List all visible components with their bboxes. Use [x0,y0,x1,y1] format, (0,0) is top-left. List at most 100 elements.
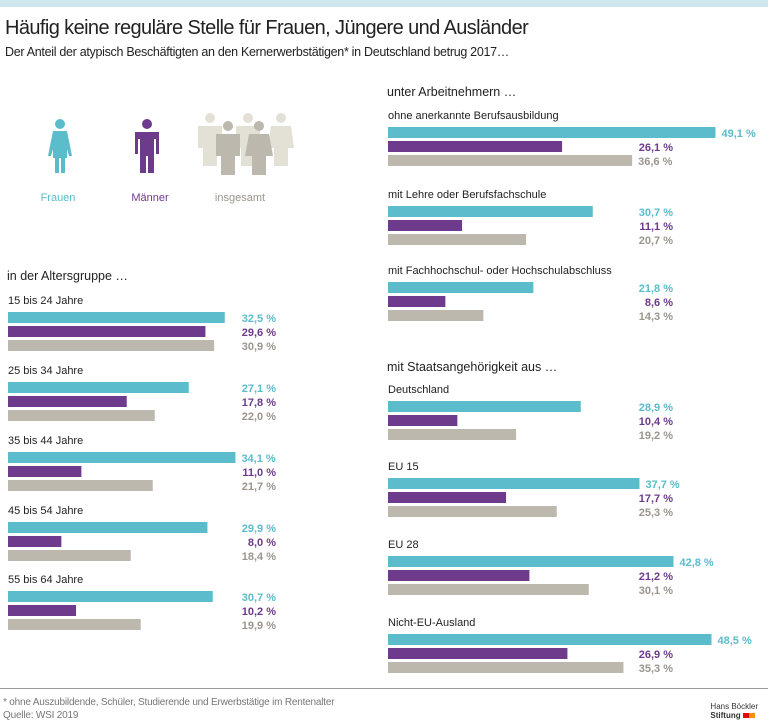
bar-männer [388,648,568,659]
bar-insgesamt [388,155,633,166]
bar-frauen [388,401,581,412]
bar-insgesamt [8,619,141,630]
chart-canvas: Frauen Männer insgesamt in der Altersgru… [7,85,756,675]
top-bar [0,0,768,7]
legend-label-frauen: Frauen [41,192,76,204]
category-label: ohne anerkannte Berufsausbildung [388,110,559,122]
logo-text-line1: Hans Böckler [710,702,758,711]
value-label: 34,1 % [241,453,275,465]
bar-groups: in der Altersgruppe … 15 bis 24 Jahre 32,5… [7,85,756,675]
bar-insgesamt [8,550,131,561]
hans-boeckler-logo: Hans Böckler Stiftung [710,702,758,720]
bar-insgesamt [8,410,155,421]
value-label: 28,9 % [639,402,673,414]
value-label: 11,1 % [639,221,673,233]
bar-frauen [8,382,189,393]
bar-frauen [388,556,674,567]
category-label: mit Lehre oder Berufsfachschule [388,189,546,201]
value-label: 20,7 % [639,235,673,247]
bar-männer [8,326,206,337]
chart-panel-2: mit Staatsangehörigkeit aus … Deutschland… [387,360,752,675]
bar-männer [388,415,458,426]
value-label: 37,7 % [645,479,679,491]
category-label: Deutschland [388,384,449,396]
category-group: Deutschland 28,9 % 10,4 % 19,2 % [388,384,673,442]
legend-label-maenner: Männer [131,192,169,204]
value-label: 10,2 % [242,606,276,618]
panel-title: unter Arbeitnehmern … [387,85,516,99]
value-label: 30,9 % [242,341,276,353]
category-group: 55 bis 64 Jahre 30,7 % 10,2 % 19,9 % [8,574,276,632]
category-label: 35 bis 44 Jahre [8,435,83,447]
category-group: mit Fachhochschul- oder Hochschulabschlu… [388,265,673,323]
bar-frauen [388,478,640,489]
value-label: 42,8 % [679,557,713,569]
category-label: Nicht-EU-Ausland [388,617,475,629]
value-label: 26,1 % [639,142,673,154]
value-label: 30,7 % [639,207,673,219]
bar-insgesamt [388,662,624,673]
page-title: Häufig keine reguläre Stelle für Frauen,… [5,17,529,39]
value-label: 49,1 % [721,128,755,140]
bar-männer [388,296,446,307]
bar-männer [388,141,563,152]
value-label: 30,7 % [242,592,276,604]
category-label: 45 bis 54 Jahre [8,505,83,517]
value-label: 29,9 % [242,523,276,535]
bar-insgesamt [388,429,517,440]
value-label: 25,3 % [639,507,673,519]
category-label: 15 bis 24 Jahre [8,295,83,307]
bar-männer [8,466,82,477]
bar-frauen [8,452,236,463]
category-group: ohne anerkannte Berufsausbildung 49,1 % 26… [388,110,756,168]
subtitle: Der Anteil der atypisch Beschäftigten an… [5,45,509,59]
value-label: 8,0 % [248,537,276,549]
value-label: 21,8 % [639,283,673,295]
value-label: 19,2 % [639,430,673,442]
bar-insgesamt [388,310,484,321]
category-group: EU 15 37,7 % 17,7 % 25,3 % [388,461,680,519]
panel-title: in der Altersgruppe … [7,269,128,283]
bar-insgesamt [8,480,153,491]
value-label: 17,8 % [242,397,276,409]
value-label: 18,4 % [242,551,276,563]
category-label: EU 15 [388,461,419,473]
bar-frauen [388,282,534,293]
footer-divider [0,688,768,689]
bar-männer [8,396,127,407]
value-label: 48,5 % [717,635,751,647]
bar-frauen [8,312,225,323]
category-label: 55 bis 64 Jahre [8,574,83,586]
value-label: 29,6 % [242,327,276,339]
bar-männer [8,536,62,547]
chart-panel-1: unter Arbeitnehmern … ohne anerkannte Ber… [387,85,756,323]
value-label: 30,1 % [639,585,673,597]
bar-insgesamt [8,340,215,351]
category-label: 25 bis 34 Jahre [8,365,83,377]
value-label: 14,3 % [639,311,673,323]
category-group: 25 bis 34 Jahre 27,1 % 17,8 % 22,0 % [8,365,276,423]
value-label: 11,0 % [242,467,276,479]
bar-frauen [8,591,213,602]
legend-label-insgesamt: insgesamt [215,192,265,204]
group-icon [198,113,294,175]
bar-insgesamt [388,234,527,245]
value-label: 36,6 % [638,156,672,168]
value-label: 32,5 % [242,313,276,325]
value-label: 17,7 % [639,493,673,505]
value-label: 19,9 % [242,620,276,632]
bar-männer [388,570,530,581]
logo-text-line2: Stiftung [710,711,741,720]
chart-panel-0: in der Altersgruppe … 15 bis 24 Jahre 32,5… [7,269,276,632]
category-group: EU 28 42,8 % 21,2 % 30,1 % [388,539,714,597]
man-icon [135,119,159,173]
category-group: 35 bis 44 Jahre 34,1 % 11,0 % 21,7 % [8,435,276,493]
category-label: EU 28 [388,539,419,551]
bar-frauen [388,127,716,138]
value-label: 8,6 % [645,297,673,309]
bar-frauen [388,634,712,645]
bar-männer [8,605,77,616]
bar-männer [388,492,507,503]
woman-icon [48,119,72,173]
category-group: 15 bis 24 Jahre 32,5 % 29,6 % 30,9 % [8,295,276,353]
